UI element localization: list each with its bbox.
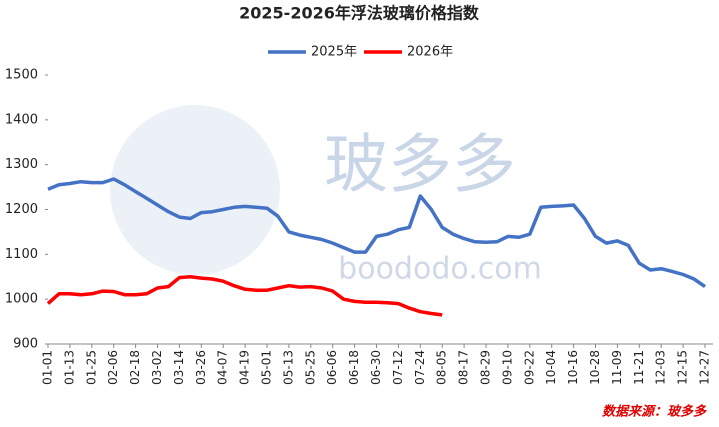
y-tick-label: 1100: [5, 247, 38, 262]
x-tick-label: 03-02: [150, 350, 164, 385]
x-tick-label: 03-14: [172, 350, 186, 385]
x-tick-label: 01-13: [62, 350, 76, 385]
x-tick-label: 04-07: [216, 350, 230, 385]
legend-label: 2025年: [311, 45, 357, 60]
y-tick-label: 1400: [5, 112, 38, 127]
source-note: 数据来源：玻多多: [602, 404, 707, 420]
x-tick-label: 05-25: [303, 350, 317, 385]
watermark-circle: [110, 105, 280, 275]
x-tick-label: 05-01: [260, 350, 274, 385]
x-tick-label: 06-06: [325, 350, 339, 385]
x-tick-label: 11-21: [632, 350, 646, 385]
x-tick-label: 06-30: [369, 350, 383, 385]
x-tick-label: 12-03: [654, 350, 668, 385]
x-tick-label: 10-04: [544, 350, 558, 385]
y-tick-label: 1200: [5, 202, 38, 217]
x-tick-label: 03-26: [194, 350, 208, 385]
x-tick-label: 08-05: [435, 350, 449, 385]
x-tick-label: 12-27: [698, 350, 712, 385]
y-tick-label: 1000: [5, 292, 38, 307]
watermark-logo: 玻多多: [324, 129, 516, 203]
x-tick-label: 04-19: [238, 350, 252, 385]
y-tick-label: 1300: [5, 157, 38, 172]
x-tick-label: 01-01: [41, 350, 55, 385]
x-tick-label: 05-13: [281, 350, 295, 385]
x-tick-label: 01-25: [84, 350, 98, 385]
x-tick-label: 08-17: [457, 350, 471, 385]
x-tick-label: 07-24: [413, 350, 427, 385]
x-tick-label: 09-22: [522, 350, 536, 385]
x-tick-label: 06-18: [347, 350, 361, 385]
x-tick-label: 10-28: [588, 350, 602, 385]
x-tick-label: 02-18: [128, 350, 142, 385]
x-tick-label: 12-15: [676, 350, 690, 385]
x-tick-label: 11-09: [610, 350, 624, 385]
watermark-url: boododo.com: [338, 252, 542, 287]
series-line: [46, 275, 443, 317]
x-tick-label: 08-29: [479, 350, 493, 385]
y-tick-label: 900: [13, 337, 38, 352]
x-tick-label: 09-10: [500, 350, 514, 385]
y-tick-label: 1500: [5, 68, 38, 83]
x-tick-label: 02-06: [106, 350, 120, 385]
x-tick-label: 10-16: [566, 350, 580, 385]
x-tick-label: 07-12: [391, 350, 405, 385]
chart-title: 2025-2026年浮法玻璃价格指数: [239, 4, 480, 23]
series-line: [47, 177, 706, 289]
legend-label: 2026年: [407, 45, 453, 60]
